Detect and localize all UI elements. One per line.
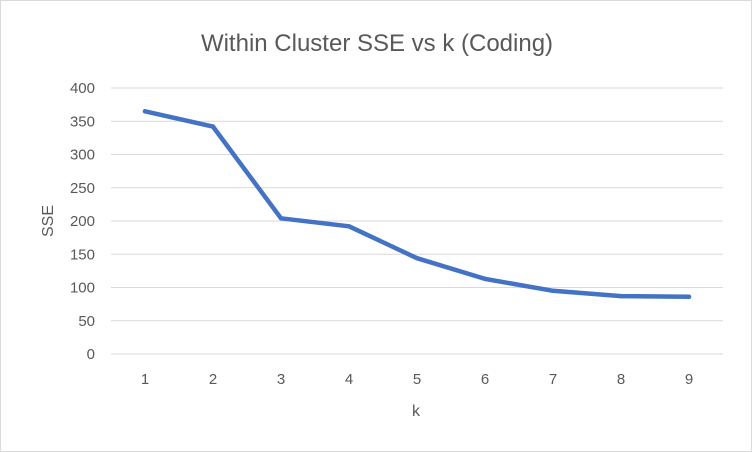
x-tick-label: 9: [685, 371, 693, 388]
y-tick-label: 50: [78, 313, 95, 330]
x-tick-label: 5: [413, 371, 421, 388]
y-axis-ticks: 0 50 100 150 200 250 300 350 400: [70, 80, 95, 363]
data-point: [142, 109, 148, 114]
data-point: [346, 224, 352, 229]
data-point: [550, 288, 556, 294]
y-axis-label: SSE: [40, 205, 57, 237]
x-tick-label: 1: [141, 371, 149, 388]
y-tick-label: 300: [70, 147, 95, 164]
x-tick-label: 7: [549, 371, 557, 388]
data-point: [482, 276, 488, 282]
y-tick-label: 400: [70, 80, 95, 97]
x-tick-label: 6: [481, 371, 489, 388]
data-point: [618, 293, 624, 299]
data-point: [414, 256, 420, 261]
x-tick-label: 4: [345, 371, 353, 388]
x-tick-label: 8: [617, 371, 625, 388]
x-tick-label: 2: [209, 371, 217, 388]
data-point: [686, 294, 692, 300]
chart-title: Within Cluster SSE vs k (Coding): [201, 30, 553, 57]
series-lines: [142, 109, 692, 300]
y-tick-label: 350: [70, 113, 95, 130]
y-tick-label: 250: [70, 180, 95, 197]
gridlines: [111, 87, 723, 355]
y-tick-label: 150: [70, 246, 95, 263]
data-point: [278, 216, 284, 221]
y-tick-label: 200: [70, 213, 95, 230]
y-tick-label: 100: [70, 280, 95, 297]
y-tick-label: 0: [87, 346, 95, 363]
x-axis-label: k: [412, 403, 421, 420]
data-point: [210, 124, 216, 129]
x-tick-label: 3: [277, 371, 285, 388]
x-axis-ticks: 1 2 3 4 5 6 7 8 9: [141, 371, 693, 388]
series-line-sse: [142, 109, 692, 300]
